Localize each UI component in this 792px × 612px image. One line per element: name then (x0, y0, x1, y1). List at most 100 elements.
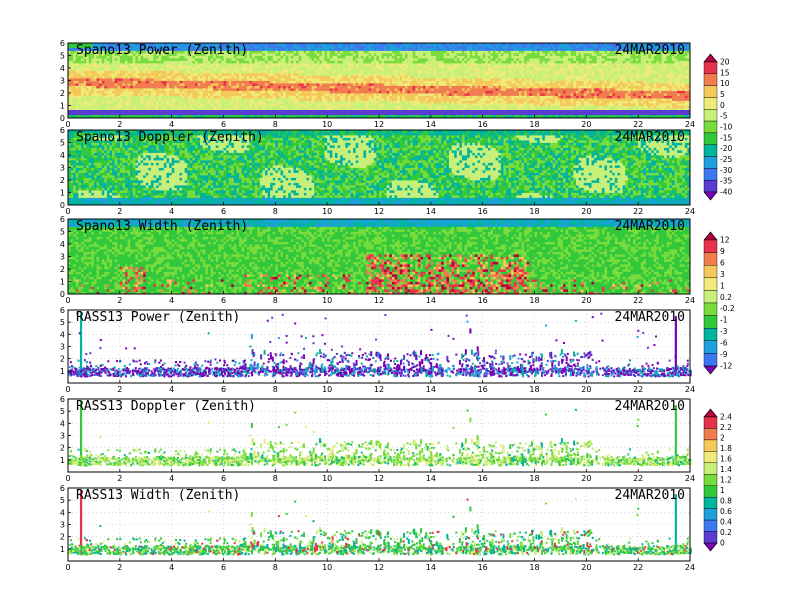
colorbar-swatch (703, 428, 718, 441)
y-tick-label: 2 (60, 444, 65, 453)
x-tick-label: 2 (117, 385, 122, 394)
x-tick-label: 6 (221, 120, 226, 129)
x-tick-label: 2 (117, 563, 122, 572)
colorbar-cap-bottom (703, 365, 718, 375)
x-tick-label: 6 (221, 474, 226, 483)
x-tick-label: 20 (581, 474, 591, 483)
y-tick-label: 5 (60, 228, 65, 237)
x-tick-label: 8 (273, 474, 278, 483)
x-tick-label: 6 (221, 563, 226, 572)
colorbar-swatch (703, 485, 718, 498)
x-tick-label: 4 (169, 120, 174, 129)
y-tick-label: 3 (60, 521, 65, 530)
colorbar-label: -9 (720, 350, 728, 359)
x-tick-label: 18 (529, 385, 539, 394)
x-tick-label: 20 (581, 563, 591, 572)
x-tick-label: 4 (169, 563, 174, 572)
y-tick-label: 6 (60, 215, 65, 224)
colorbar-label: 20 (720, 58, 730, 67)
x-tick-label: 22 (633, 296, 643, 305)
x-tick-label: 14 (426, 563, 436, 572)
colorbar-swatch (703, 474, 718, 486)
colorbar-label: 2.2 (720, 423, 732, 432)
colorbar-swatch (703, 328, 718, 342)
x-tick-label: 20 (581, 207, 591, 216)
plot-area (68, 219, 691, 295)
y-tick-label: 6 (60, 395, 65, 404)
x-tick-label: 24 (685, 563, 695, 572)
colorbar-swatch (703, 353, 718, 367)
x-tick-label: 2 (117, 207, 122, 216)
x-tick-label: 14 (426, 207, 436, 216)
colorbar-label: 0 (720, 539, 725, 548)
colorbar-label: -20 (720, 144, 732, 153)
colorbar-swatch (703, 156, 718, 169)
x-tick-label: 18 (529, 296, 539, 305)
colorbar-swatch (703, 340, 718, 354)
x-tick-label: 4 (169, 385, 174, 394)
colorbar-swatch (703, 109, 718, 122)
y-tick-label: 2 (60, 355, 65, 364)
x-tick-label: 12 (374, 120, 384, 129)
y-tick-label: 4 (60, 240, 65, 249)
panel-title: Spano13 Power (Zenith) (76, 43, 248, 58)
x-tick-label: 0 (65, 120, 70, 129)
colorbar-swatch (703, 451, 718, 464)
panel-title: RASS13 Width (Zenith) (76, 488, 240, 503)
x-tick-label: 14 (426, 474, 436, 483)
colorbar-swatch (703, 462, 718, 475)
colorbar-swatch (703, 73, 718, 86)
colorbar-swatch (703, 61, 718, 75)
y-tick-label: 2 (60, 89, 65, 98)
x-tick-label: 12 (374, 296, 384, 305)
colorbar-cap-bottom (703, 542, 718, 552)
y-tick-label: 1 (60, 278, 65, 287)
colorbar-label: 1.2 (720, 476, 732, 485)
x-tick-label: 8 (273, 120, 278, 129)
colorbar-label: -12 (720, 362, 732, 371)
x-tick-label: 4 (169, 474, 174, 483)
x-tick-label: 2 (117, 120, 122, 129)
x-tick-label: 12 (374, 474, 384, 483)
x-tick-label: 24 (685, 120, 695, 129)
plot-area (68, 43, 691, 119)
colorbar-swatch (703, 508, 718, 521)
colorbar-swatch (703, 302, 718, 316)
y-tick-label: 1 (60, 189, 65, 198)
panel-date: 24MAR2010 (615, 488, 685, 503)
y-tick-label: 2 (60, 176, 65, 185)
y-tick-label: 5 (60, 318, 65, 327)
colorbar-label: 3 (720, 270, 725, 279)
colorbar-label: -15 (720, 133, 732, 142)
x-tick-label: 12 (374, 385, 384, 394)
colorbar-label: 15 (720, 68, 730, 77)
y-tick-label: 3 (60, 164, 65, 173)
colorbar-label: -5 (720, 112, 728, 121)
x-tick-label: 8 (273, 296, 278, 305)
colorbar-label: 2.4 (720, 413, 732, 422)
x-tick-label: 12 (374, 563, 384, 572)
colorbar-swatch (703, 144, 718, 157)
plot-area (68, 130, 691, 206)
x-tick-label: 8 (273, 207, 278, 216)
x-tick-label: 10 (322, 120, 332, 129)
colorbar-swatch (703, 265, 718, 279)
x-tick-label: 16 (478, 120, 488, 129)
x-tick-label: 6 (221, 385, 226, 394)
x-tick-label: 8 (273, 563, 278, 572)
colorbar-swatch (703, 519, 718, 532)
y-tick-label: 5 (60, 407, 65, 416)
y-tick-label: 0 (60, 290, 65, 299)
x-tick-label: 0 (65, 385, 70, 394)
x-tick-label: 18 (529, 474, 539, 483)
colorbar-swatch (703, 290, 718, 304)
y-tick-label: 1 (60, 102, 65, 111)
x-tick-label: 24 (685, 474, 695, 483)
colorbar-label: 1.6 (720, 455, 732, 464)
x-tick-label: 2 (117, 474, 122, 483)
colorbar-label: -1 (720, 316, 728, 325)
colorbar-label: -35 (720, 177, 732, 186)
colorbar-label: -40 (720, 188, 732, 197)
